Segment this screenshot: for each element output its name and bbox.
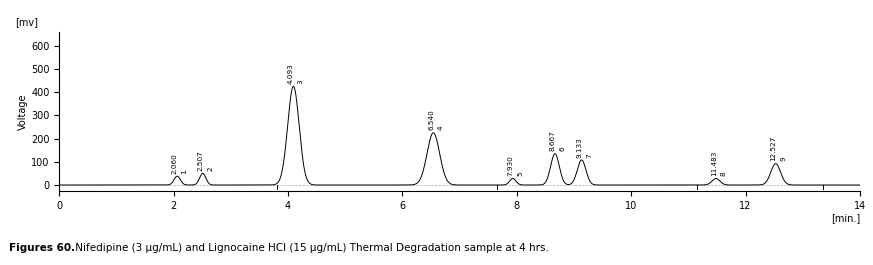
- Text: 4: 4: [437, 126, 443, 130]
- Text: 9: 9: [780, 157, 786, 161]
- Text: 6.540: 6.540: [428, 110, 434, 130]
- Text: 3: 3: [298, 80, 304, 84]
- Text: Figures 60.: Figures 60.: [9, 243, 75, 253]
- Y-axis label: Voltage: Voltage: [18, 93, 28, 130]
- Text: 2.060: 2.060: [172, 153, 178, 174]
- Text: 1: 1: [182, 169, 188, 174]
- Text: 6: 6: [560, 147, 566, 151]
- Text: 8: 8: [720, 171, 726, 176]
- Text: 5: 5: [517, 171, 523, 176]
- Text: 4.093: 4.093: [288, 63, 294, 84]
- Text: 2.507: 2.507: [197, 150, 203, 171]
- Text: [mv]: [mv]: [16, 17, 38, 27]
- Text: 8.667: 8.667: [550, 131, 556, 151]
- Text: 9.133: 9.133: [576, 137, 582, 158]
- Text: 11.483: 11.483: [711, 151, 717, 176]
- Text: 2: 2: [207, 166, 213, 171]
- Text: Nifedipine (3 μg/mL) and Lignocaine HCl (15 μg/mL) Thermal Degradation sample at: Nifedipine (3 μg/mL) and Lignocaine HCl …: [72, 243, 548, 253]
- Text: [min.]: [min.]: [830, 213, 860, 223]
- Text: 12.527: 12.527: [770, 136, 776, 161]
- Text: 7: 7: [586, 153, 592, 158]
- Text: 7.930: 7.930: [507, 156, 513, 176]
